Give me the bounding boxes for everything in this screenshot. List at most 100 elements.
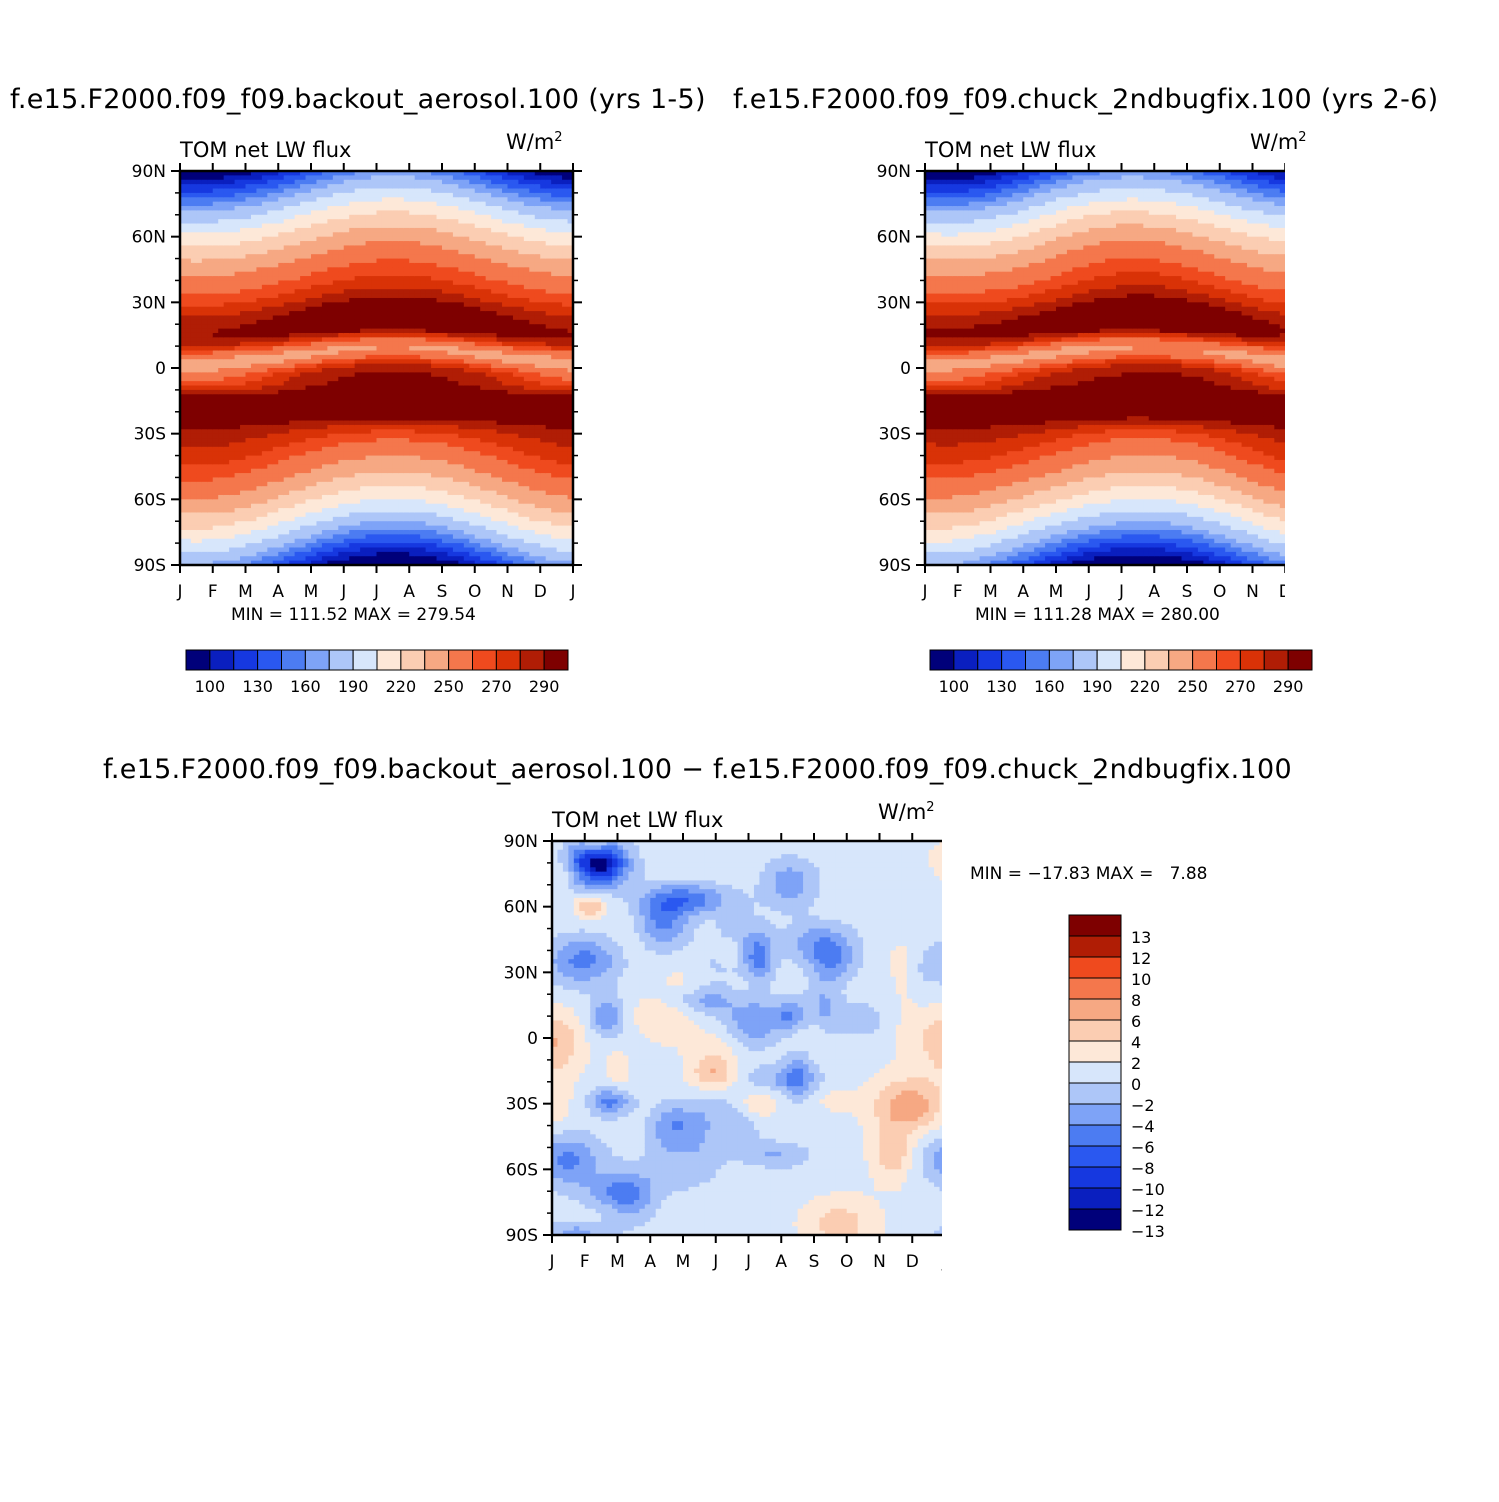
panel-1-cell bbox=[201, 424, 208, 430]
panel-1-cell bbox=[283, 486, 290, 492]
panel-1-cell bbox=[354, 319, 361, 325]
panel-1-cell bbox=[392, 359, 399, 365]
panel-1-cell bbox=[420, 481, 427, 487]
panel-1-cell bbox=[256, 324, 263, 330]
panel-1-cell bbox=[338, 210, 345, 216]
panel-1-cell bbox=[300, 219, 307, 225]
panel-1-cell bbox=[261, 319, 268, 325]
panel-1-cell bbox=[332, 420, 339, 426]
panel-1-cell bbox=[398, 503, 405, 509]
panel-1-cell bbox=[447, 249, 454, 255]
panel-1-cell bbox=[376, 241, 383, 247]
panel-1-cell bbox=[360, 223, 367, 229]
panel-1-cell bbox=[420, 433, 427, 439]
panel-1-cell bbox=[371, 543, 378, 549]
panel-1-cell bbox=[321, 525, 328, 531]
panel-1-cell bbox=[311, 394, 318, 400]
panel-1-cell bbox=[218, 376, 225, 382]
panel-1-cell bbox=[409, 262, 416, 268]
panel-1-cell bbox=[289, 477, 296, 483]
panel-1-cell bbox=[185, 188, 192, 194]
panel-1-cell bbox=[474, 319, 481, 325]
panel-1-cell bbox=[234, 429, 241, 435]
panel-1-cell bbox=[185, 219, 192, 225]
panel-1-cell bbox=[185, 276, 192, 282]
panel-1-cell bbox=[190, 328, 197, 334]
panel-1-cell bbox=[420, 459, 427, 465]
panel-1-cell bbox=[311, 354, 318, 360]
panel-1-cell bbox=[431, 346, 438, 352]
panel-1-cell bbox=[469, 464, 476, 470]
panel-1-cell bbox=[229, 433, 236, 439]
panel-1-cell bbox=[190, 227, 197, 233]
panel-1-cell bbox=[190, 337, 197, 343]
panel-1-cell bbox=[343, 455, 350, 461]
panel-1-cell bbox=[387, 232, 394, 238]
panel-1-cell bbox=[452, 512, 459, 518]
panel-1-cell bbox=[180, 455, 187, 461]
panel-1-cell bbox=[403, 486, 410, 492]
panel-1-cell bbox=[398, 451, 405, 457]
panel-1-cell bbox=[360, 192, 367, 198]
panel-1-cell bbox=[267, 188, 274, 194]
panel-1-cell bbox=[207, 354, 214, 360]
panel-1-cell bbox=[316, 486, 323, 492]
panel-1-cell bbox=[300, 560, 307, 566]
panel-1-cell bbox=[180, 508, 187, 514]
panel-1-cell bbox=[240, 394, 247, 400]
panel-1-cell bbox=[283, 210, 290, 216]
panel-1-cell bbox=[458, 508, 465, 514]
panel-1-cell bbox=[387, 468, 394, 474]
panel-1-cell bbox=[409, 416, 416, 422]
panel-1-cell bbox=[300, 372, 307, 378]
panel-1-cell bbox=[458, 192, 465, 198]
panel-1-cell bbox=[289, 499, 296, 505]
panel-1-cell bbox=[190, 538, 197, 544]
panel-1-cell bbox=[458, 319, 465, 325]
panel-1-cell bbox=[223, 297, 230, 303]
panel-1-cell bbox=[261, 433, 268, 439]
panel-1-cell bbox=[278, 175, 285, 181]
panel-1-cell bbox=[365, 376, 372, 382]
panel-1-cell bbox=[245, 249, 252, 255]
panel-1-cell bbox=[376, 403, 383, 408]
panel-1-cell bbox=[234, 289, 241, 295]
panel-1-cell bbox=[469, 276, 476, 282]
panel-1-cell bbox=[245, 258, 252, 264]
panel-1-cell bbox=[360, 468, 367, 474]
panel-1-cell bbox=[212, 490, 219, 496]
panel-1-cell bbox=[463, 319, 470, 325]
panel-1-cell bbox=[201, 241, 208, 247]
panel-1-cell bbox=[381, 188, 389, 194]
panel-1-cell bbox=[392, 197, 399, 203]
panel-1-cell bbox=[442, 451, 449, 457]
panel-1-cell bbox=[289, 433, 296, 439]
panel-1-cell bbox=[338, 529, 345, 535]
panel-1-cell bbox=[420, 446, 427, 452]
panel-1-cell bbox=[436, 560, 443, 566]
panel-1-cell bbox=[365, 184, 372, 190]
panel-1-cell bbox=[250, 284, 258, 290]
panel-1-cell bbox=[256, 306, 263, 312]
panel-1-cell bbox=[354, 429, 361, 435]
panel-1-cell bbox=[474, 341, 481, 347]
panel-1-cell bbox=[469, 521, 476, 527]
panel-1-cell bbox=[261, 271, 268, 277]
panel-1-cell bbox=[201, 455, 208, 461]
panel-1-cell bbox=[300, 236, 307, 242]
panel-1-cell bbox=[436, 503, 443, 509]
panel-1-cell bbox=[267, 179, 274, 185]
panel-1-cell bbox=[480, 311, 487, 317]
panel-1-cell bbox=[201, 420, 208, 426]
panel-1-cell bbox=[425, 503, 432, 509]
panel-1-cell bbox=[387, 503, 394, 509]
panel-1-cell bbox=[234, 363, 241, 369]
panel-1-cell bbox=[387, 556, 394, 562]
panel-1-cell bbox=[376, 512, 383, 518]
panel-1-cell bbox=[392, 508, 399, 514]
panel-1-cell bbox=[267, 538, 274, 544]
panel-1-cell bbox=[316, 302, 323, 308]
panel-1-cell bbox=[365, 446, 372, 452]
panel-1-cell bbox=[305, 210, 312, 216]
panel-1-cell bbox=[463, 560, 470, 566]
